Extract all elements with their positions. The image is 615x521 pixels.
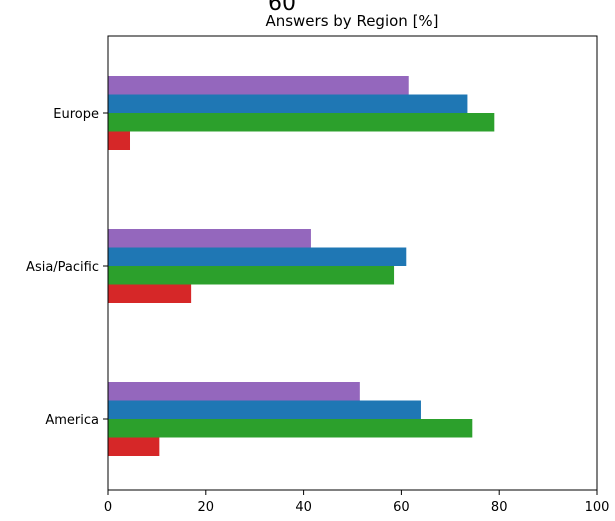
bar-america-series-2 [108, 419, 473, 438]
bar-europe-series-2 [108, 113, 495, 132]
bars-group [108, 76, 495, 456]
clipped-top-text: 60 [268, 0, 296, 16]
bar-america-series-3 [108, 400, 421, 419]
bar-europe-series-1 [108, 131, 131, 150]
bar-america-series-1 [108, 437, 160, 456]
x-tick-label: 20 [198, 500, 215, 515]
bar-europe-series-3 [108, 94, 468, 113]
x-tick-label: 60 [393, 500, 410, 515]
x-tick-label: 0 [104, 500, 112, 515]
plot-frame [107, 35, 598, 491]
bar-asia-pacific-series-3 [108, 247, 407, 266]
bar-europe-series-4 [108, 76, 409, 95]
bar-america-series-4 [108, 382, 360, 401]
y-tick-label-europe: Europe [53, 107, 99, 122]
bar-asia-pacific-series-1 [108, 284, 192, 303]
x-tick-label: 100 [585, 500, 610, 515]
y-tick-label-america: America [45, 413, 99, 428]
bar-asia-pacific-series-4 [108, 229, 311, 248]
y-tick-label-asia-pacific: Asia/Pacific [26, 260, 99, 275]
x-tick-label: 40 [295, 500, 312, 515]
x-axis: 0 20 40 60 80 100 [104, 490, 610, 515]
bar-asia-pacific-series-2 [108, 266, 395, 285]
x-tick-label: 80 [491, 500, 508, 515]
y-axis: America Asia/Pacific Europe [26, 107, 108, 428]
chart-title: Answers by Region [%] [265, 12, 438, 30]
